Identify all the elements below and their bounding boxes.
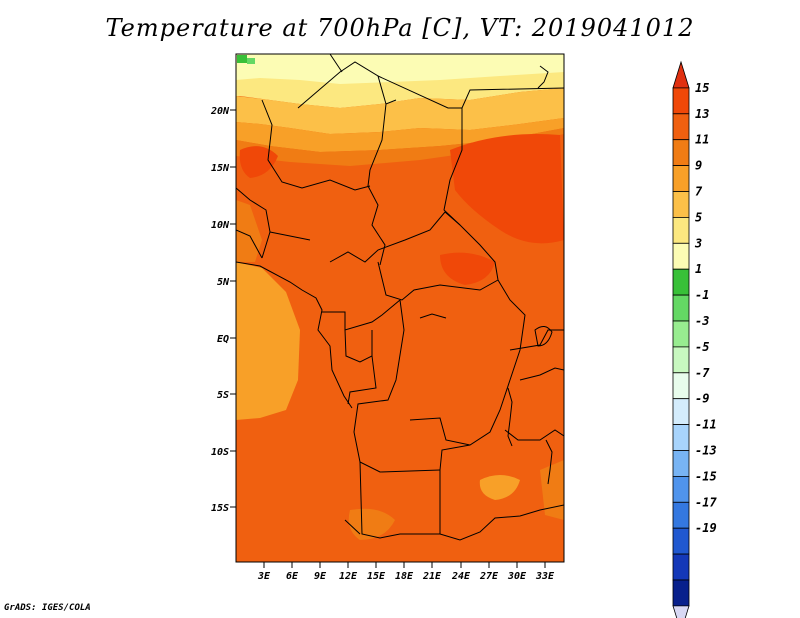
colorbar-label: -15 <box>695 469 717 483</box>
colorbar-segment <box>672 475 690 503</box>
colorbar-segment <box>672 294 690 322</box>
lon-label: 24E <box>451 571 471 582</box>
lon-label: 6E <box>286 571 299 582</box>
colorbar-top-triangle <box>672 60 690 89</box>
lat-label: 5N <box>217 277 230 288</box>
lon-label: 15E <box>367 571 386 582</box>
colorbar-label: -11 <box>695 418 717 432</box>
colorbar-segment <box>672 527 690 555</box>
colorbar-label: 7 <box>695 185 703 199</box>
map-frame <box>235 53 565 563</box>
colorbar-label: 15 <box>695 81 709 95</box>
colorbar-label: 3 <box>694 236 702 250</box>
colorbar-segment <box>672 553 690 581</box>
colorbar-segment <box>672 139 690 166</box>
colorbar-segment <box>672 501 690 529</box>
colorbar-segment <box>672 346 690 374</box>
colorbar-label: -19 <box>695 521 717 535</box>
lat-label: EQ <box>217 334 229 345</box>
colorbar <box>672 60 690 618</box>
lon-label: 21E <box>422 571 442 582</box>
country-borders <box>236 54 564 541</box>
lon-label: 27E <box>479 571 499 582</box>
colorbar-label: -17 <box>695 495 717 509</box>
lat-label: 10N <box>211 220 230 231</box>
colorbar-segment <box>672 372 690 400</box>
colorbar-label: 13 <box>695 107 709 121</box>
colorbar-segment <box>672 268 690 296</box>
grads-credit: GrADS: IGES/COLA <box>4 603 91 613</box>
colorbar-label: -7 <box>695 366 710 380</box>
lon-label: 33E <box>535 571 555 582</box>
colorbar-label: -1 <box>695 288 709 302</box>
lat-label: 15S <box>211 503 229 514</box>
colorbar-segment <box>672 450 690 477</box>
colorbar-segment <box>672 191 690 218</box>
colorbar-segment <box>672 398 690 426</box>
lat-label: 10S <box>211 447 229 458</box>
colorbar-label: 11 <box>695 133 709 147</box>
longitude-axis <box>263 562 546 568</box>
lon-label: 30E <box>507 571 527 582</box>
colorbar-label: -5 <box>695 340 709 354</box>
colorbar-bottom-triangle <box>672 605 690 618</box>
colorbar-segment <box>672 87 690 115</box>
colorbar-segment <box>672 165 690 192</box>
colorbar-label: -13 <box>695 444 717 458</box>
lat-label: 15N <box>211 163 230 174</box>
colorbar-segment <box>672 113 690 141</box>
colorbar-label: 5 <box>695 210 702 224</box>
colorbar-label: -3 <box>695 314 709 328</box>
colorbar-label: 9 <box>695 159 702 173</box>
colorbar-segment <box>672 216 690 244</box>
lon-label: 9E <box>314 571 327 582</box>
lat-label: 5S <box>217 390 229 401</box>
temperature-field <box>236 54 564 562</box>
latitude-axis <box>230 109 236 508</box>
colorbar-label: 1 <box>695 262 702 276</box>
colorbar-segment <box>672 242 690 270</box>
colorbar-segment <box>672 320 690 348</box>
colorbar-segment <box>672 424 690 451</box>
map-title: Temperature at 700hPa [C], VT: 201904101… <box>105 14 695 42</box>
lat-label: 20N <box>210 106 230 117</box>
colorbar-label: -9 <box>695 392 709 406</box>
lon-label: 3E <box>257 571 271 582</box>
lon-label: 12E <box>339 571 358 582</box>
colorbar-segment <box>672 579 690 607</box>
lon-label: 18E <box>395 571 414 582</box>
